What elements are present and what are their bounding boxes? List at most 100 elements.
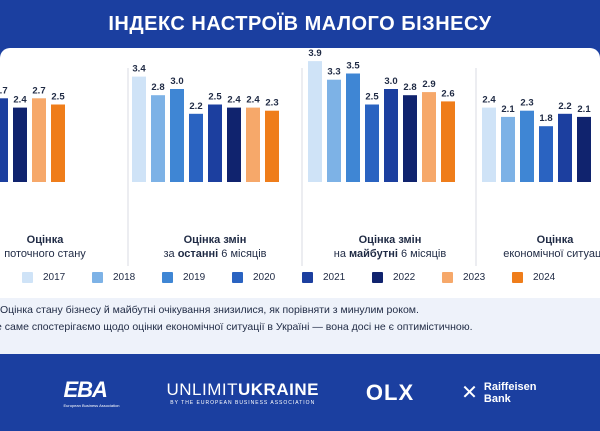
category-label-line: Оцінка — [27, 234, 65, 246]
legend-item-2018: 2018 — [92, 272, 162, 283]
data-label: 2.6 — [441, 88, 454, 99]
notes-panel: Оцінка стану бізнесу й майбутні очікуван… — [0, 298, 600, 354]
bar-2022 — [227, 107, 241, 182]
bar-2021 — [0, 98, 8, 182]
category-label-line: на майбутні 6 місяців — [334, 248, 447, 260]
legend-label: 2019 — [183, 272, 206, 283]
data-label: 2.7 — [32, 85, 45, 96]
data-label: 2.3 — [520, 98, 533, 109]
legend-item-2024: 2024 — [512, 272, 582, 283]
bar-2017 — [482, 107, 496, 182]
bar-group-2: 3.4 2.8 3.0 2.2 2.5 2.4 2.4 2.3 Оцінка змін за ос… — [132, 64, 279, 260]
legend-swatch — [92, 272, 103, 283]
bar-2022 — [577, 116, 591, 182]
bar-group-4: 2.4 2.1 2.3 1.8 2.2 2.1 Оцінка економічної ситу… — [482, 95, 600, 260]
bar-2017 — [132, 76, 146, 182]
data-label: 2.8 — [403, 82, 416, 93]
eba-logo-text: EBA — [63, 377, 107, 402]
bar-2018 — [151, 95, 165, 182]
legend-item-2017: 2017 — [22, 272, 92, 283]
eba-logo: EBA European Business Association — [63, 377, 119, 408]
rb-line-2: Bank — [483, 392, 511, 405]
bar-2019 — [520, 110, 534, 182]
category-label-line: економічної ситуації — [503, 248, 600, 260]
unlimit-ukraine-logo: UNLIMITUKRAINE BY THE EUROPEAN BUSINESS … — [167, 380, 319, 406]
legend-label: 2020 — [253, 272, 276, 283]
olx-logo: OLX — [365, 379, 415, 405]
uu-logo-part-a: UNLIMIT — [166, 379, 238, 399]
eba-logo-subtext: European Business Association — [63, 403, 120, 408]
legend-label: 2021 — [323, 272, 346, 283]
data-label: 3.0 — [170, 76, 183, 87]
data-label: 2.4 — [227, 95, 241, 106]
bar-2018 — [327, 79, 341, 182]
bar-2023 — [246, 107, 260, 182]
raiffeisen-logo-text: Raiffeisen Bank — [484, 381, 537, 405]
legend-label: 2024 — [533, 272, 556, 283]
data-label: 2.1 — [577, 104, 591, 115]
page-title: ІНДЕКС НАСТРОЇВ МАЛОГО БІЗНЕСУ — [108, 12, 492, 35]
data-label: 3.5 — [346, 61, 360, 72]
bar-2020 — [539, 126, 553, 182]
bar-2019 — [170, 89, 184, 182]
data-label: 2.2 — [558, 101, 571, 112]
bar-2024 — [441, 101, 455, 182]
category-label-line: Оцінка — [537, 234, 575, 246]
uu-logo-subtext: BY THE EUROPEAN BUSINESS ASSOCIATION — [170, 399, 316, 406]
data-label: 3.3 — [327, 67, 340, 78]
bar-2021 — [558, 113, 572, 182]
legend-swatch — [512, 272, 523, 283]
legend-item-2021: 2021 — [302, 272, 372, 283]
bar-2024 — [51, 104, 65, 182]
raiffeisen-logo: ✕ Raiffeisen Bank — [461, 380, 536, 405]
data-label: 3.9 — [308, 48, 321, 59]
legend-item-2022: 2022 — [372, 272, 442, 283]
bar-2024 — [265, 110, 279, 182]
data-label: 2.4 — [13, 95, 27, 106]
data-label: 3.0 — [384, 76, 397, 87]
data-label: 2.3 — [265, 98, 278, 109]
category-label-line: поточного стану — [4, 248, 86, 260]
bar-2018 — [501, 116, 515, 182]
data-label: 2.5 — [365, 92, 379, 103]
data-label: 2.2 — [189, 101, 202, 112]
category-label-line: Оцінка змін — [184, 234, 247, 246]
legend-swatch — [232, 272, 243, 283]
uu-logo-part-b: UKRAINE — [238, 379, 319, 399]
bar-2021 — [208, 104, 222, 182]
bar-2020 — [189, 113, 203, 182]
category-label-line: Оцінка змін — [359, 234, 422, 246]
data-label: 2.1 — [501, 104, 515, 115]
legend-swatch — [442, 272, 453, 283]
data-label: 2.9 — [422, 79, 435, 90]
legend-swatch — [162, 272, 173, 283]
legend-label: 2023 — [463, 272, 486, 283]
legend-label: 2017 — [43, 272, 66, 283]
header: ІНДЕКС НАСТРОЇВ МАЛОГО БІЗНЕСУ — [0, 0, 600, 48]
legend: 2017 2018 2019 2020 2021 2022 2023 2024 — [22, 272, 582, 283]
legend-item-2023: 2023 — [442, 272, 512, 283]
bar-2020 — [365, 104, 379, 182]
note-1: Оцінка стану бізнесу й майбутні очікуван… — [0, 304, 419, 316]
data-label: 3.4 — [132, 64, 146, 75]
bar-group-3: 3.9 3.3 3.5 2.5 3.0 2.8 2.9 2.6 Оцінка змін на ма… — [308, 48, 455, 260]
legend-item-2020: 2020 — [232, 272, 302, 283]
data-label: 2.7 — [0, 85, 8, 96]
data-label: 2.8 — [151, 82, 164, 93]
bar-2022 — [13, 107, 27, 182]
rb-line-1: Raiffeisen — [483, 380, 537, 393]
legend-item-2019: 2019 — [162, 272, 232, 283]
raiffeisen-mark-icon: ✕ — [461, 382, 478, 404]
footer-logos: EBA European Business Association UNLIMI… — [0, 354, 600, 431]
legend-swatch — [302, 272, 313, 283]
bar-2023 — [32, 98, 46, 182]
bar-2017 — [308, 61, 322, 182]
bar-2023 — [422, 92, 436, 182]
data-label: 1.8 — [539, 113, 552, 124]
note-2: е саме спостерігаємо щодо оцінки економі… — [0, 321, 473, 333]
legend-label: 2018 — [113, 272, 136, 283]
data-label: 2.4 — [246, 95, 260, 106]
